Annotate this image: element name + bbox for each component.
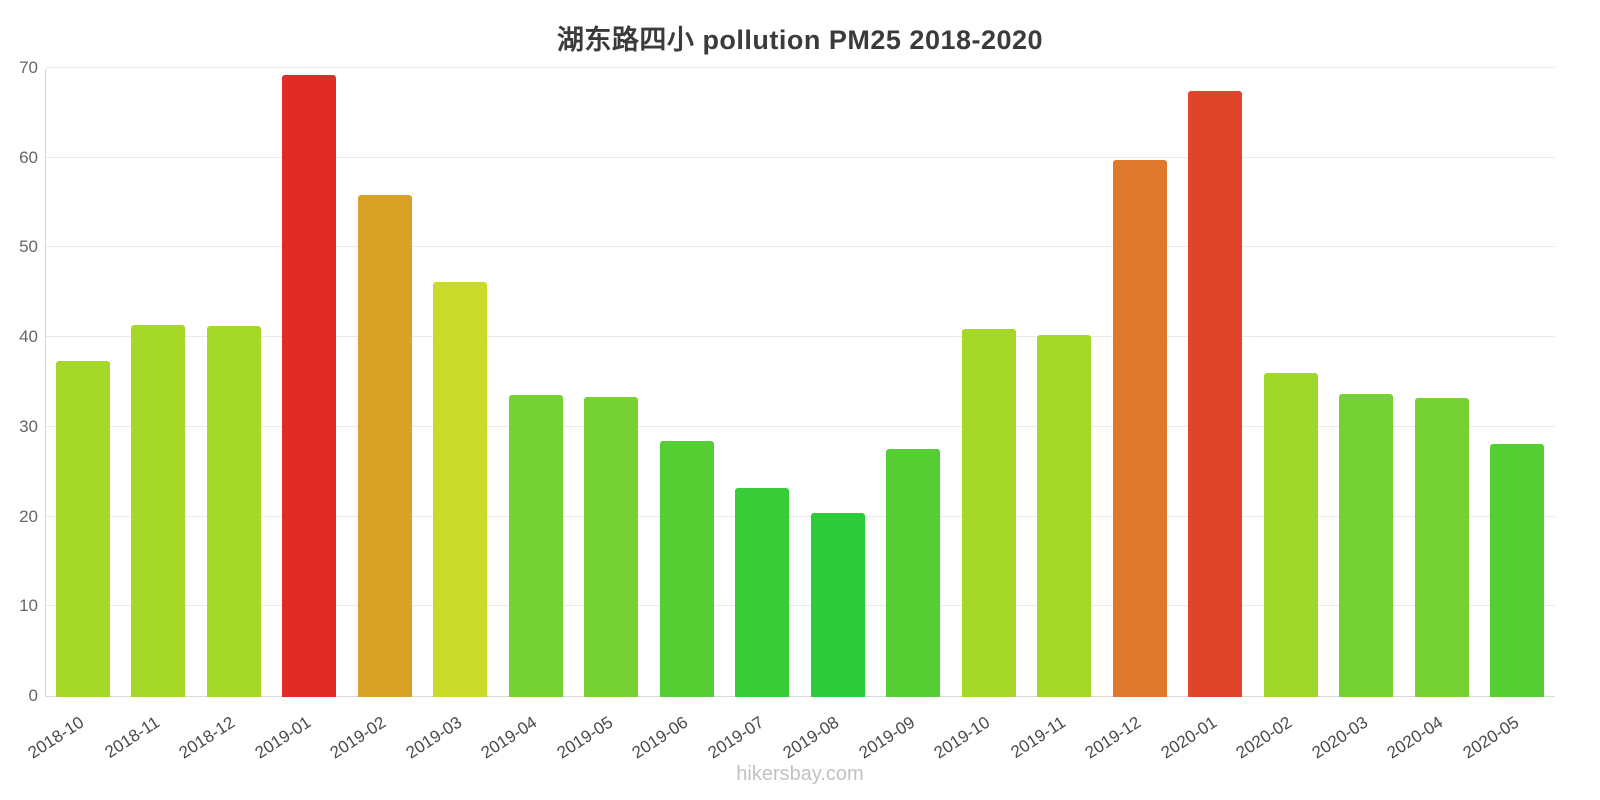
bar-slot — [649, 69, 725, 697]
bar-2020-01[interactable] — [1188, 91, 1243, 697]
footer-watermark: hikersbay.com — [736, 763, 864, 785]
bar-slot — [1027, 69, 1103, 697]
bar-slot — [1329, 69, 1405, 697]
bar-slot — [498, 69, 574, 697]
bar-2019-06[interactable] — [659, 441, 714, 697]
bar-slot — [1253, 69, 1329, 697]
y-tick-label: 40 — [19, 327, 38, 347]
bar-2020-02[interactable] — [1263, 373, 1318, 697]
bar-2018-11[interactable] — [131, 324, 186, 697]
bar-slot — [876, 69, 952, 697]
bar-slot — [121, 69, 197, 697]
gridline — [46, 425, 1555, 427]
bar-2020-04[interactable] — [1414, 398, 1469, 697]
bar-2019-02[interactable] — [357, 194, 412, 697]
y-tick-label: 10 — [19, 596, 38, 616]
bar-2019-08[interactable] — [810, 513, 865, 697]
bars-container — [45, 69, 1555, 697]
bar-2019-05[interactable] — [584, 397, 639, 697]
bar-slot — [800, 69, 876, 697]
gridline — [46, 336, 1555, 338]
y-tick-label: 50 — [19, 237, 38, 257]
bar-slot — [196, 69, 272, 697]
bar-2018-12[interactable] — [206, 326, 261, 697]
x-tick-label: 2018-10 — [24, 712, 88, 763]
bar-slot — [1404, 69, 1480, 697]
bar-slot — [347, 69, 423, 697]
bar-slot — [1102, 69, 1178, 697]
bar-slot — [1178, 69, 1254, 697]
bar-2019-07[interactable] — [735, 487, 790, 697]
y-tick-label: 0 — [28, 686, 38, 705]
bar-2019-09[interactable] — [886, 449, 941, 697]
bar-2019-12[interactable] — [1112, 159, 1167, 697]
bar-2019-04[interactable] — [508, 394, 563, 697]
bar-slot — [725, 69, 801, 697]
bar-2019-10[interactable] — [961, 329, 1016, 697]
gridline — [46, 156, 1555, 158]
gridline — [46, 246, 1555, 248]
y-tick-label: 60 — [19, 147, 38, 167]
y-tick-label: 70 — [19, 58, 38, 77]
bar-2019-03[interactable] — [433, 281, 488, 697]
bar-slot — [423, 69, 499, 697]
bar-2019-01[interactable] — [282, 75, 337, 697]
chart-title: 湖东路四小 pollution PM25 2018-2020 — [556, 25, 1044, 55]
chart-plot-area: 0 10 20 30 40 50 60 70 2018-10 2018-11 2018-12 201… — [19, 58, 1555, 763]
x-axis-labels: 2018-10 2018-11 2018-12 2019-01 2019-02 2019-… — [25, 697, 1556, 763]
gridline — [46, 605, 1555, 607]
gridline — [46, 67, 1555, 68]
bar-slot — [951, 69, 1027, 697]
bar-slot — [45, 69, 121, 697]
bar-2018-10[interactable] — [55, 360, 110, 697]
x-label-slot: 2020-05 — [1459, 697, 1556, 763]
bar-slot — [574, 69, 650, 697]
plot-grid: 0 10 20 30 40 50 60 70 — [19, 58, 1555, 705]
y-tick-label: 30 — [19, 416, 38, 436]
bar-2020-03[interactable] — [1339, 393, 1394, 697]
bar-slot — [272, 69, 348, 697]
bar-2019-11[interactable] — [1037, 334, 1092, 697]
bar-2020-05[interactable] — [1490, 444, 1545, 697]
bar-slot — [1480, 69, 1556, 697]
gridline — [46, 515, 1555, 517]
y-tick-label: 20 — [19, 506, 38, 526]
